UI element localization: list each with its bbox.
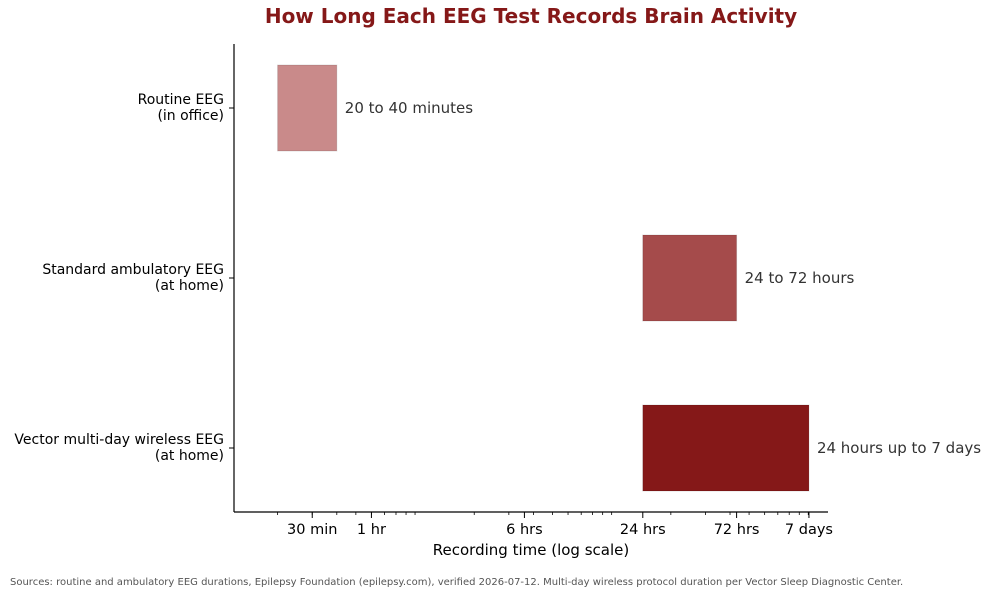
x-tick-label: 1 hr (357, 522, 386, 538)
x-tick-label: 30 min (287, 522, 337, 538)
duration-bar (642, 234, 738, 322)
x-tick-label: 72 hrs (714, 522, 760, 538)
category-label: (at home) (155, 448, 224, 464)
chart-title: How Long Each EEG Test Records Brain Act… (264, 4, 798, 28)
source-note: Sources: routine and ambulatory EEG dura… (10, 577, 904, 588)
x-axis-title: Recording time (log scale) (433, 541, 629, 559)
bar-value-label: 24 to 72 hours (745, 269, 855, 287)
category-label: Standard ambulatory EEG (42, 262, 224, 278)
category-label: (at home) (155, 278, 224, 294)
x-tick-label: 6 hrs (506, 522, 543, 538)
bars-layer: 20 to 40 minutes 24 to 72 hours 24 hours u… (277, 64, 981, 492)
bar-value-label: 20 to 40 minutes (345, 99, 473, 117)
category-label: (in office) (157, 108, 224, 124)
duration-bar (642, 404, 810, 492)
bar-value-label: 24 hours up to 7 days (817, 439, 981, 457)
x-tick-label: 24 hrs (620, 522, 666, 538)
category-label: Routine EEG (138, 92, 224, 108)
x-tick-label: 7 days (785, 522, 833, 538)
category-label: Vector multi-day wireless EEG (14, 432, 224, 448)
duration-bar (277, 64, 338, 152)
axes-layer: 30 min 1 hr 6 hrs 24 hrs 72 hrs 7 days Recordi… (14, 44, 833, 559)
